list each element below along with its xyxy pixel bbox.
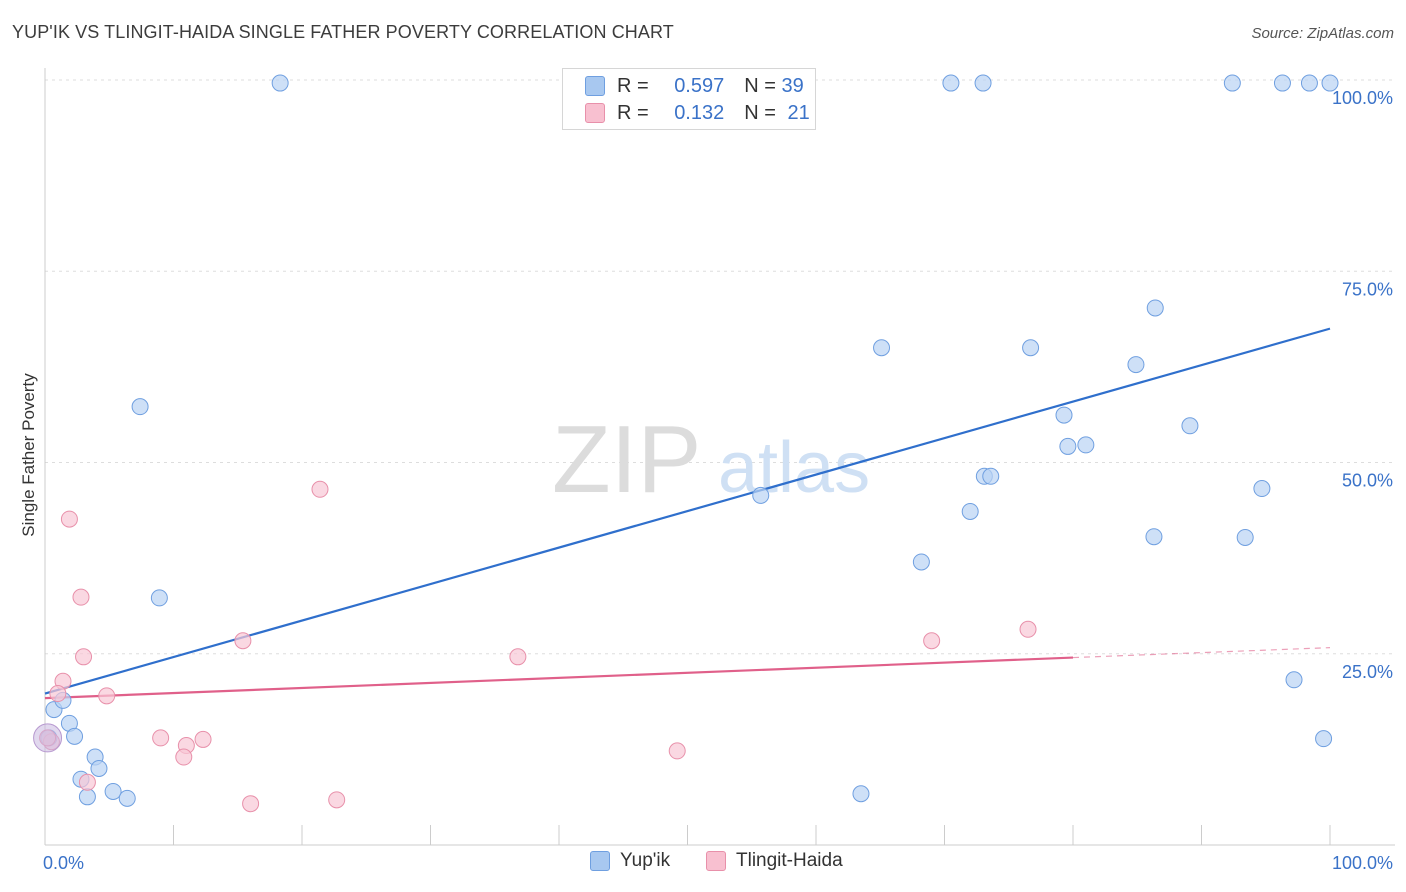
tlingit-haida-point bbox=[242, 795, 260, 813]
yupik-point bbox=[752, 486, 770, 504]
tlingit-haida-point bbox=[328, 791, 346, 809]
y-tick-label: 25.0% bbox=[1342, 662, 1393, 682]
legend-r-value: 0.597 bbox=[674, 74, 725, 97]
data-points bbox=[33, 74, 1339, 813]
yupik-point bbox=[131, 398, 149, 416]
tlingit-haida-point bbox=[509, 648, 527, 666]
series-legend: Yup'ik Tlingit-Haida bbox=[0, 850, 1406, 880]
legend-r-label: R = bbox=[617, 101, 649, 124]
legend-row-yupik: R = 0.597 N = 39 bbox=[585, 73, 804, 99]
tlingit-haida-point bbox=[75, 648, 93, 666]
legend-swatch-yupik bbox=[590, 851, 610, 871]
legend-n-value: 21 bbox=[787, 101, 810, 124]
legend-item-yupik[interactable]: Yup'ik bbox=[590, 850, 670, 872]
watermark-zip: ZIP bbox=[552, 406, 701, 513]
tlingit-haida-point bbox=[78, 773, 96, 791]
legend-label-yupik: Yup'ik bbox=[620, 850, 671, 871]
legend-n-label: N = bbox=[744, 101, 776, 124]
correlation-legend: R = 0.597 N = 39 R = 0.132 N = 21 bbox=[562, 68, 816, 130]
yupik-point bbox=[271, 74, 289, 92]
tlingit-haida-point bbox=[175, 748, 193, 766]
tlingit-haida-point bbox=[49, 685, 67, 703]
legend-label-tlingit-haida: Tlingit-Haida bbox=[736, 850, 843, 871]
tlingit-haida-point bbox=[98, 687, 116, 705]
tlingit-haida-trend-line bbox=[44, 656, 1074, 700]
legend-swatch-yupik bbox=[585, 76, 605, 96]
chart-source: Source: ZipAtlas.com bbox=[1251, 25, 1394, 42]
yupik-point bbox=[104, 782, 122, 800]
yupik-point bbox=[150, 589, 168, 607]
tlingit-haida-point bbox=[234, 632, 252, 650]
yupik-point bbox=[1127, 356, 1145, 374]
yupik-point bbox=[1273, 74, 1291, 92]
yupik-point bbox=[974, 74, 992, 92]
yupik-point bbox=[1223, 74, 1241, 92]
yupik-trend-line bbox=[44, 327, 1331, 695]
cluster-point bbox=[33, 723, 63, 753]
tlingit-haida-point bbox=[311, 480, 329, 498]
legend-row-tlingit: R = 0.132 N = 21 bbox=[585, 100, 810, 126]
legend-r-label: R = bbox=[617, 74, 649, 97]
yupik-point bbox=[961, 502, 979, 520]
tlingit-haida-point bbox=[152, 729, 170, 747]
yupik-point bbox=[942, 74, 960, 92]
y-tick-label: 75.0% bbox=[1342, 279, 1393, 299]
legend-r-value: 0.132 bbox=[674, 101, 725, 124]
yupik-point bbox=[1253, 480, 1271, 498]
yupik-point bbox=[1022, 339, 1040, 357]
chart-title: YUP'IK VS TLINGIT-HAIDA SINGLE FATHER PO… bbox=[12, 22, 674, 42]
tlingit-haida-point bbox=[194, 730, 212, 748]
yupik-point bbox=[1236, 528, 1254, 546]
tlingit-haida-trend-extension bbox=[1072, 647, 1331, 659]
legend-swatch-tlingit-haida bbox=[706, 851, 726, 871]
yupik-point bbox=[873, 339, 891, 357]
legend-item-tlingit-haida[interactable]: Tlingit-Haida bbox=[706, 850, 843, 872]
y-axis-label: Single Father Poverty bbox=[19, 373, 38, 537]
tlingit-haida-point bbox=[1019, 620, 1037, 638]
yupik-point bbox=[912, 553, 930, 571]
yupik-point bbox=[1300, 74, 1318, 92]
yupik-point bbox=[66, 727, 84, 745]
y-tick-label: 100.0% bbox=[1332, 88, 1393, 108]
yupik-point bbox=[1315, 730, 1333, 748]
y-tick-label: 50.0% bbox=[1342, 471, 1393, 491]
yupik-point bbox=[852, 785, 870, 803]
yupik-point bbox=[982, 467, 1000, 485]
yupik-point bbox=[1059, 437, 1077, 455]
yupik-point bbox=[1145, 528, 1163, 546]
tlingit-haida-point bbox=[668, 742, 686, 760]
legend-n-label: N = bbox=[744, 74, 776, 97]
axes bbox=[44, 68, 1395, 846]
yupik-point bbox=[1055, 406, 1073, 424]
yupik-point bbox=[1321, 74, 1339, 92]
yupik-point bbox=[1077, 436, 1095, 454]
yupik-point bbox=[1285, 671, 1303, 689]
legend-n-value: 39 bbox=[781, 74, 804, 97]
tlingit-haida-point bbox=[72, 588, 90, 606]
yupik-point bbox=[1181, 417, 1199, 435]
legend-swatch-tlingit bbox=[585, 103, 605, 123]
yupik-point bbox=[78, 788, 96, 806]
yupik-point bbox=[90, 760, 108, 777]
x-tick-label: 100.0% bbox=[1332, 853, 1393, 873]
yupik-point bbox=[118, 789, 136, 807]
yupik-point bbox=[1146, 299, 1164, 317]
tlingit-haida-point bbox=[60, 510, 78, 528]
tlingit-haida-point bbox=[923, 632, 941, 650]
trend-lines bbox=[44, 327, 1331, 700]
x-tick-label: 0.0% bbox=[43, 853, 84, 873]
tick-labels: 25.0% 50.0% 75.0% 100.0% 0.0% 100.0% bbox=[43, 88, 1393, 873]
